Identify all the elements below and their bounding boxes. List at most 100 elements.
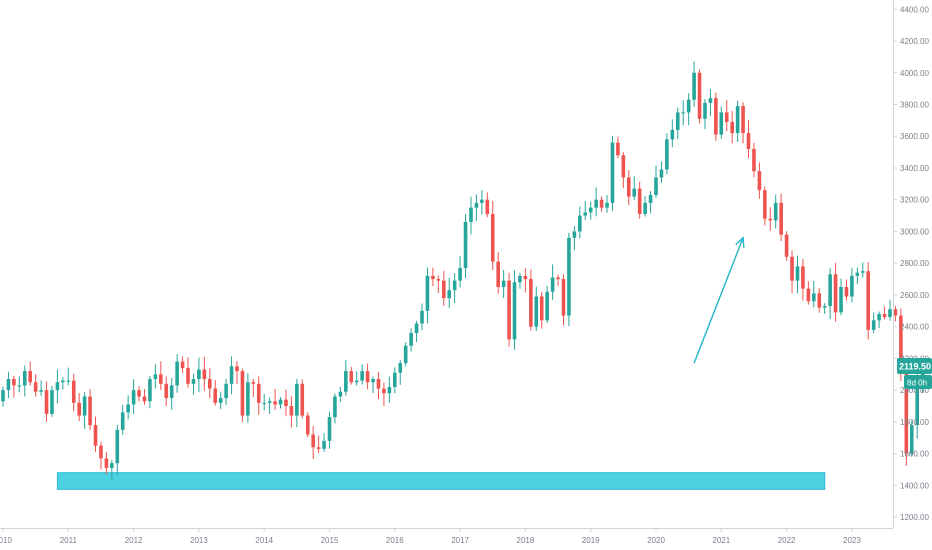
candle[interactable] bbox=[583, 200, 588, 220]
candle[interactable] bbox=[458, 255, 462, 288]
candle[interactable] bbox=[180, 356, 185, 373]
candle[interactable] bbox=[817, 288, 822, 313]
candle[interactable] bbox=[578, 206, 582, 239]
candle[interactable] bbox=[207, 368, 212, 399]
candle[interactable] bbox=[267, 397, 272, 415]
candle[interactable] bbox=[354, 371, 359, 386]
candle[interactable] bbox=[33, 374, 38, 397]
candle[interactable] bbox=[828, 268, 832, 320]
candle[interactable] bbox=[594, 187, 598, 217]
candle[interactable] bbox=[795, 255, 800, 294]
candle[interactable] bbox=[719, 106, 724, 139]
candle[interactable] bbox=[66, 367, 71, 386]
candle[interactable] bbox=[39, 380, 43, 396]
candle[interactable] bbox=[327, 411, 332, 449]
candle[interactable] bbox=[131, 379, 136, 415]
candle[interactable] bbox=[398, 359, 403, 385]
candle[interactable] bbox=[322, 433, 326, 452]
candle[interactable] bbox=[490, 200, 495, 271]
candle[interactable] bbox=[703, 99, 707, 130]
candle[interactable] bbox=[485, 192, 490, 218]
candle[interactable] bbox=[251, 378, 256, 398]
candle[interactable] bbox=[692, 61, 696, 107]
candle[interactable] bbox=[621, 152, 626, 189]
candle[interactable] bbox=[681, 100, 686, 126]
candle[interactable] bbox=[431, 267, 435, 287]
candle[interactable] bbox=[148, 376, 152, 409]
candle[interactable] bbox=[496, 251, 500, 294]
candle[interactable] bbox=[724, 99, 729, 132]
candle[interactable] bbox=[665, 133, 669, 175]
candle[interactable] bbox=[344, 359, 348, 396]
candle[interactable] bbox=[365, 363, 370, 390]
candle[interactable] bbox=[316, 435, 321, 453]
candle[interactable] bbox=[643, 196, 647, 217]
candle[interactable] bbox=[115, 424, 120, 476]
candle[interactable] bbox=[790, 250, 794, 294]
candle[interactable] bbox=[877, 311, 881, 329]
candle[interactable] bbox=[137, 386, 141, 402]
candle[interactable] bbox=[507, 272, 511, 347]
candle[interactable] bbox=[6, 371, 11, 399]
support-zone[interactable] bbox=[56, 472, 826, 490]
candle[interactable] bbox=[480, 190, 484, 215]
candle[interactable] bbox=[28, 361, 33, 386]
candle[interactable] bbox=[806, 281, 811, 305]
candle[interactable] bbox=[860, 262, 865, 278]
candle[interactable] bbox=[382, 382, 386, 407]
candle[interactable] bbox=[773, 194, 778, 229]
candle[interactable] bbox=[654, 165, 658, 198]
candle[interactable] bbox=[88, 389, 92, 431]
candle[interactable] bbox=[104, 452, 109, 475]
candle[interactable] bbox=[169, 378, 174, 410]
candle[interactable] bbox=[741, 102, 745, 144]
candle[interactable] bbox=[469, 196, 473, 235]
candle[interactable] bbox=[295, 378, 299, 428]
candle[interactable] bbox=[659, 161, 664, 183]
candle[interactable] bbox=[588, 201, 593, 220]
candle[interactable] bbox=[888, 299, 892, 321]
candle[interactable] bbox=[812, 281, 816, 308]
price-axis[interactable]: 4400.00 4200.00 4000.00 3800.00 3600.00 3400.… bbox=[893, 0, 929, 528]
candle[interactable] bbox=[463, 214, 468, 279]
candle[interactable] bbox=[648, 191, 653, 214]
candle[interactable] bbox=[909, 420, 914, 457]
candle[interactable] bbox=[763, 186, 767, 226]
candle[interactable] bbox=[714, 92, 718, 141]
candle[interactable] bbox=[409, 328, 413, 352]
candle[interactable] bbox=[159, 361, 163, 390]
candle[interactable] bbox=[556, 274, 560, 286]
candle[interactable] bbox=[387, 376, 392, 403]
candle[interactable] bbox=[311, 426, 315, 459]
candle[interactable] bbox=[501, 269, 506, 299]
candle[interactable] bbox=[349, 366, 354, 385]
candle[interactable] bbox=[1, 386, 5, 407]
candle[interactable] bbox=[77, 393, 81, 422]
candle[interactable] bbox=[376, 371, 381, 400]
candle[interactable] bbox=[403, 342, 408, 367]
candle[interactable] bbox=[784, 231, 789, 261]
candle[interactable] bbox=[550, 264, 555, 300]
candle[interactable] bbox=[120, 404, 125, 435]
candle[interactable] bbox=[425, 267, 430, 324]
candle[interactable] bbox=[610, 135, 615, 211]
candle[interactable] bbox=[436, 275, 441, 294]
candle[interactable] bbox=[284, 389, 288, 417]
candle[interactable] bbox=[333, 393, 337, 424]
candle[interactable] bbox=[50, 385, 54, 417]
candle[interactable] bbox=[572, 225, 577, 251]
candle[interactable] bbox=[529, 269, 533, 331]
candle[interactable] bbox=[545, 285, 549, 323]
candle[interactable] bbox=[191, 373, 196, 395]
candle[interactable] bbox=[850, 268, 854, 303]
candle[interactable] bbox=[605, 195, 609, 213]
candle[interactable] bbox=[278, 397, 283, 409]
candle[interactable] bbox=[153, 364, 158, 389]
candle[interactable] bbox=[447, 277, 452, 309]
candle[interactable] bbox=[126, 395, 130, 420]
candle[interactable] bbox=[670, 119, 675, 148]
candle[interactable] bbox=[626, 170, 631, 206]
candle[interactable] bbox=[735, 100, 740, 142]
candle[interactable] bbox=[752, 142, 756, 178]
candle[interactable] bbox=[822, 303, 827, 314]
